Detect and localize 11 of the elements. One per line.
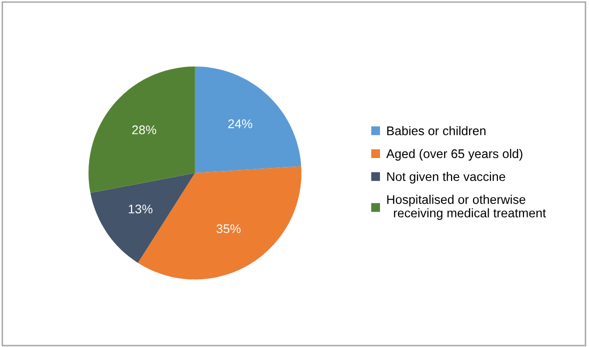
legend-label: Babies or children (387, 126, 486, 136)
data-label: 28% (132, 125, 156, 134)
legend-label: Not given the vaccine (387, 172, 506, 184)
legend-label: Hospitalised or otherwise receiving medical treatment (387, 194, 546, 220)
data-label: 24% (228, 119, 252, 128)
legend-label: Aged (over 65 years old) (386, 148, 522, 161)
pie-slice (90, 172, 195, 263)
data-label: 13% (128, 204, 152, 214)
pie-slice (88, 66, 195, 193)
pie-slice (194, 66, 302, 173)
data-label: 35% (216, 224, 241, 234)
